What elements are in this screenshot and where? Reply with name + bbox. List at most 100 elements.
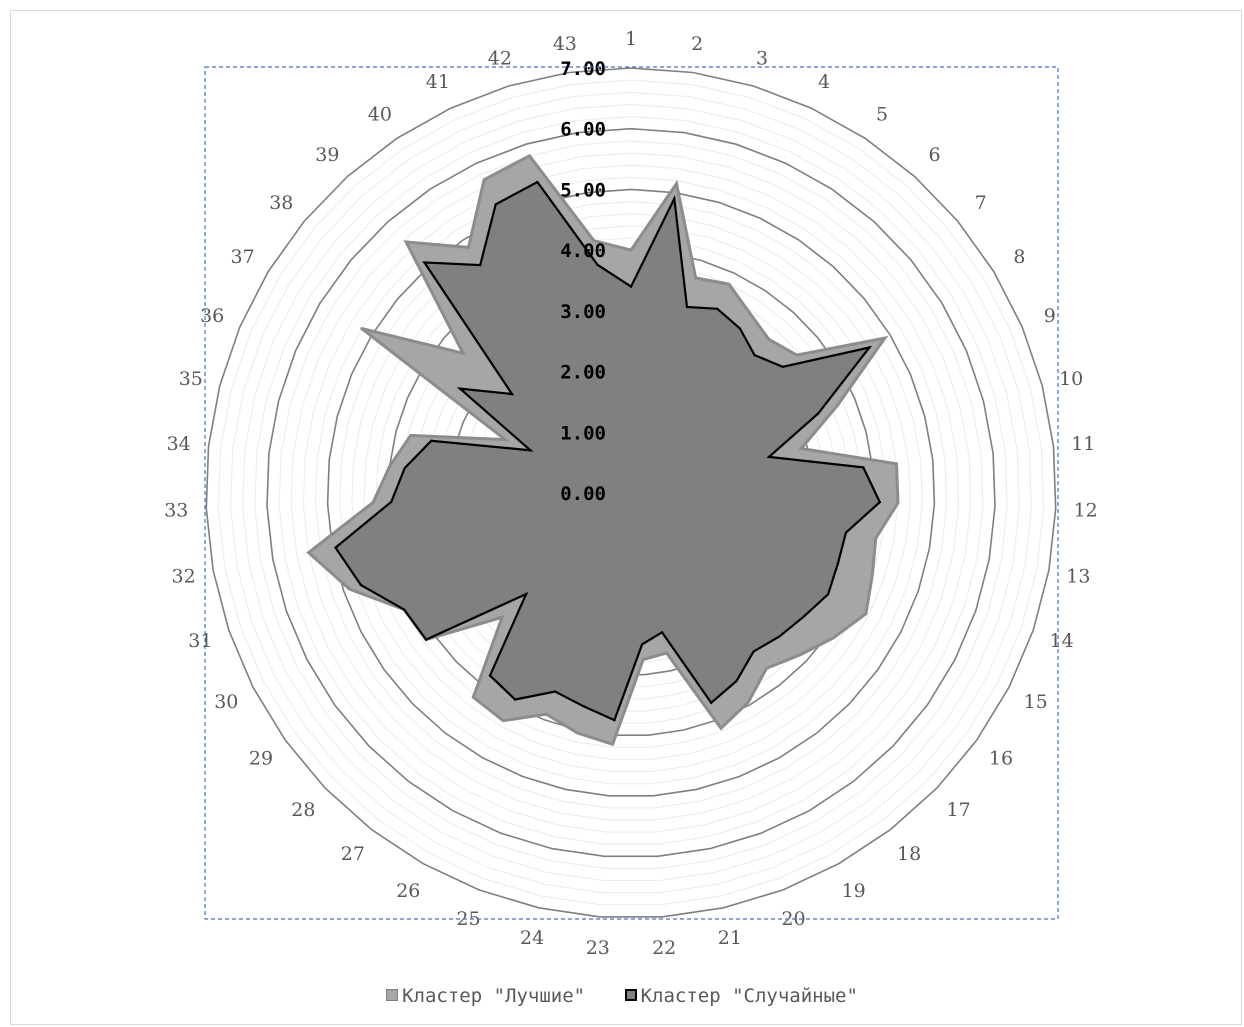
best-point-31 [348, 587, 351, 591]
best-point-11 [895, 462, 898, 465]
minor-gridline [242, 103, 1020, 881]
minor-gridline [302, 164, 960, 821]
category-label: 33 [164, 500, 188, 522]
best-point-26 [502, 719, 505, 722]
best-point-39 [404, 240, 408, 244]
category-label: 41 [426, 71, 450, 93]
minor-gridline [290, 152, 972, 833]
minor-gridline [230, 91, 1032, 894]
best-point-23 [611, 743, 614, 746]
random-point-9 [817, 412, 820, 415]
best-point-18 [765, 667, 768, 670]
random-point-34 [403, 466, 406, 470]
best-point-17 [798, 654, 801, 657]
best-point-34 [388, 465, 391, 468]
category-label: 40 [368, 104, 392, 126]
legend-label-random: Кластер "Случайные" [640, 985, 858, 1007]
random-point-36 [529, 449, 532, 452]
category-label: 31 [188, 630, 212, 652]
random-point-32 [334, 546, 337, 549]
random-point-14 [836, 562, 840, 565]
category-label: 8 [1013, 246, 1025, 268]
category-label: 1 [625, 28, 637, 50]
best-point-2 [675, 182, 678, 185]
random-point-7 [781, 365, 784, 368]
best-point-41 [482, 178, 486, 181]
category-label: 15 [1024, 691, 1048, 713]
random-point-8 [868, 346, 871, 349]
category-label: 9 [1044, 305, 1056, 327]
tick-label: 3.00 [560, 301, 606, 323]
random-point-24 [582, 705, 585, 708]
tick-label: 7.00 [560, 58, 606, 80]
random-point-26 [513, 698, 517, 701]
best-point-43 [592, 239, 596, 242]
random-point-42 [536, 180, 539, 184]
category-label: 11 [1071, 433, 1095, 455]
radar-tick-labels: 0.00 1.00 2.00 3.00 4.00 5.00 6.00 7.00 [560, 58, 606, 505]
radar-category-labels: 1 234567891011121314151617181920212223242… [164, 28, 1098, 959]
category-label: 16 [989, 748, 1013, 770]
best-point-6 [767, 338, 770, 341]
best-point-25 [545, 713, 548, 716]
best-point-13 [874, 537, 877, 540]
best-point-1 [629, 248, 633, 252]
best-point-14 [871, 574, 874, 577]
best-point-10 [800, 447, 803, 450]
best-point-3 [694, 276, 697, 280]
category-label: 14 [1050, 630, 1074, 652]
random-point-31 [359, 583, 363, 587]
plot-area-outline [204, 66, 1059, 920]
random-point-19 [735, 679, 738, 683]
legend-swatch-random [624, 988, 637, 1001]
best-point-4 [727, 282, 731, 286]
category-label: 36 [200, 305, 224, 327]
random-point-43 [596, 263, 599, 266]
major-gridline [266, 127, 996, 858]
tick-label: 0.00 [560, 483, 606, 505]
category-label: 2 [691, 33, 703, 55]
best-point-28 [500, 616, 504, 619]
category-label: 37 [231, 246, 255, 268]
random-point-30 [403, 608, 406, 611]
category-label: 34 [167, 433, 191, 455]
minor-gridline [217, 79, 1045, 906]
category-label: 42 [488, 47, 512, 69]
random-point-23 [613, 718, 616, 722]
best-point-16 [832, 636, 835, 639]
category-label: 18 [897, 843, 921, 865]
random-point-18 [752, 650, 755, 653]
tick-label: 2.00 [560, 362, 606, 384]
best-point-19 [747, 700, 750, 704]
category-label: 23 [586, 937, 610, 959]
category-label: 13 [1066, 566, 1090, 588]
random-point-29 [424, 638, 428, 641]
random-point-11 [862, 466, 865, 469]
best-point-21 [665, 651, 668, 655]
category-label: 19 [842, 880, 866, 902]
category-label: 38 [269, 192, 293, 214]
random-point-16 [802, 615, 805, 618]
best-point-20 [719, 727, 723, 730]
tick-label: 6.00 [560, 119, 606, 141]
category-label: 43 [553, 33, 577, 55]
random-point-15 [826, 593, 830, 596]
best-point-22 [642, 658, 645, 661]
major-gridline [326, 188, 936, 797]
category-label: 27 [341, 843, 365, 865]
legend-item-random: Кластер "Случайные" [624, 985, 858, 1007]
legend-swatch-best [386, 988, 399, 1001]
random-point-20 [710, 701, 713, 704]
best-point-35 [409, 434, 412, 437]
series-random-area [334, 180, 882, 722]
category-label: 32 [172, 566, 196, 588]
tick-label: 1.00 [560, 422, 606, 444]
category-label: 17 [947, 799, 971, 821]
minor-gridline [254, 116, 1008, 869]
category-label: 39 [315, 144, 339, 166]
minor-gridline [314, 176, 948, 809]
random-point-10 [767, 455, 771, 459]
best-point-8 [883, 336, 887, 340]
major-gridline [205, 67, 1057, 918]
